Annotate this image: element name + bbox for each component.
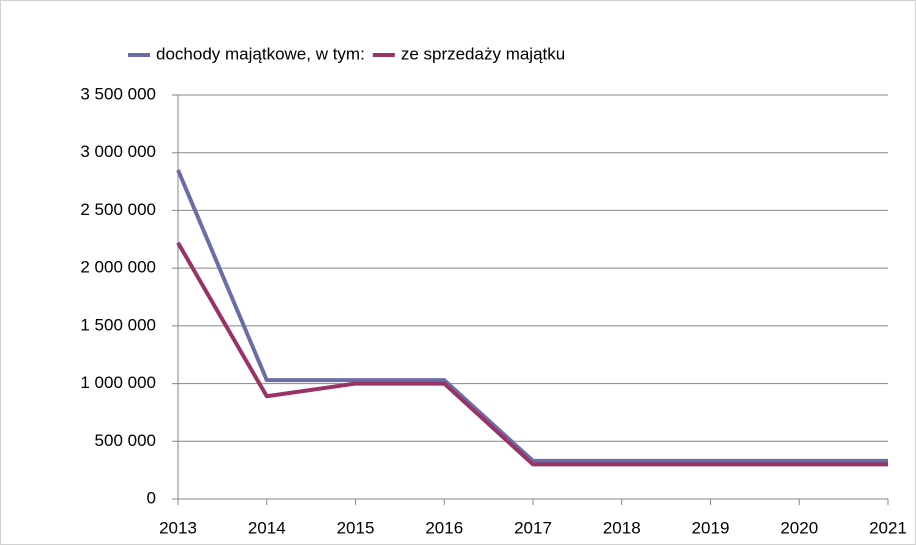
x-tick-label: 2021: [869, 518, 907, 537]
x-tick-label: 2013: [159, 518, 197, 537]
x-tick-label: 2015: [337, 518, 375, 537]
legend-label: dochody majątkowe, w tym:: [156, 44, 365, 63]
y-tick-label: 2 500 000: [80, 200, 156, 219]
x-tick-label: 2019: [692, 518, 730, 537]
y-tick-label: 0: [147, 488, 156, 507]
legend-label: ze sprzedaży majątku: [401, 44, 565, 63]
series-line: [176, 169, 888, 463]
x-tick-label: 2020: [780, 518, 818, 537]
y-tick-label: 2 000 000: [80, 258, 156, 277]
series-line: [176, 241, 888, 467]
x-tick-label: 2014: [248, 518, 286, 537]
y-tick-label: 1 000 000: [80, 373, 156, 392]
y-tick-label: 3 000 000: [80, 142, 156, 161]
y-tick-label: 1 500 000: [80, 315, 156, 334]
x-tick-label: 2016: [425, 518, 463, 537]
x-tick-label: 2017: [514, 518, 552, 537]
x-tick-label: 2018: [603, 518, 641, 537]
y-tick-label: 3 500 000: [80, 84, 156, 103]
y-tick-label: 500 000: [95, 431, 156, 450]
